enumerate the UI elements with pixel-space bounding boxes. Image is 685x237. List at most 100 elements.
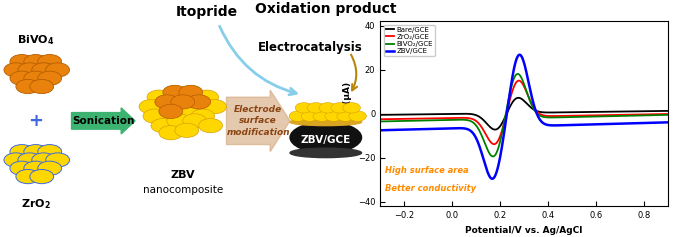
- Ellipse shape: [290, 148, 362, 158]
- Circle shape: [10, 55, 34, 69]
- Circle shape: [30, 169, 53, 184]
- Circle shape: [179, 85, 203, 100]
- Bare/GCE: [376, 114, 384, 116]
- Text: Sonication: Sonication: [72, 116, 134, 126]
- Circle shape: [18, 63, 42, 77]
- BiVO₂/GCE: [551, 116, 560, 119]
- Circle shape: [10, 145, 34, 159]
- Circle shape: [337, 111, 354, 121]
- Circle shape: [190, 109, 214, 123]
- Circle shape: [16, 79, 40, 94]
- Circle shape: [155, 95, 179, 109]
- Bare/GCE: [595, 110, 603, 113]
- ZBV/GCE: [560, 124, 569, 127]
- BiVO₂/GCE: [489, 155, 497, 158]
- ZrO₂/GCE: [394, 118, 402, 120]
- ZBV/GCE: [488, 177, 496, 180]
- Circle shape: [155, 95, 179, 109]
- Text: $\mathbf{BiVO_4}$: $\mathbf{BiVO_4}$: [17, 33, 55, 47]
- Circle shape: [32, 153, 55, 167]
- Circle shape: [313, 111, 331, 121]
- Bare/GCE: [491, 128, 499, 131]
- Text: nanocomposite: nanocomposite: [142, 185, 223, 195]
- Circle shape: [195, 90, 219, 104]
- ZrO₂/GCE: [490, 143, 498, 146]
- Ellipse shape: [290, 118, 362, 126]
- Bare/GCE: [544, 111, 552, 114]
- Circle shape: [171, 95, 195, 109]
- Circle shape: [187, 95, 210, 109]
- Bare/GCE: [551, 111, 560, 114]
- Circle shape: [159, 126, 183, 140]
- Circle shape: [295, 103, 312, 113]
- ZrO₂/GCE: [376, 118, 384, 121]
- Circle shape: [163, 85, 187, 100]
- ZBV/GCE: [394, 128, 402, 131]
- Bare/GCE: [560, 111, 569, 114]
- FancyArrow shape: [71, 108, 135, 134]
- Circle shape: [38, 71, 62, 85]
- ZrO₂/GCE: [560, 114, 569, 117]
- Circle shape: [24, 71, 48, 85]
- Line: Bare/GCE: Bare/GCE: [380, 98, 668, 130]
- FancyArrow shape: [227, 90, 290, 152]
- Circle shape: [175, 104, 199, 118]
- BiVO₂/GCE: [394, 120, 402, 123]
- Circle shape: [349, 111, 366, 121]
- Text: Electrocatalysis: Electrocatalysis: [258, 41, 362, 54]
- Circle shape: [151, 118, 175, 133]
- BiVO₂/GCE: [514, 73, 522, 75]
- Circle shape: [159, 104, 183, 118]
- Circle shape: [325, 111, 342, 121]
- Bare/GCE: [664, 109, 672, 112]
- BiVO₂/GCE: [544, 116, 552, 119]
- BiVO₂/GCE: [376, 120, 384, 123]
- Circle shape: [4, 153, 28, 167]
- Y-axis label: Current (μA): Current (μA): [343, 82, 352, 146]
- ZBV/GCE: [551, 124, 560, 127]
- ZrO₂/GCE: [664, 113, 672, 115]
- ZrO₂/GCE: [551, 115, 560, 118]
- Circle shape: [307, 103, 325, 113]
- Text: Oxidation product: Oxidation product: [255, 2, 397, 17]
- Circle shape: [10, 71, 34, 85]
- Circle shape: [147, 90, 171, 104]
- ZBV/GCE: [515, 53, 523, 56]
- Circle shape: [30, 79, 53, 94]
- Circle shape: [163, 85, 187, 100]
- Line: ZBV/GCE: ZBV/GCE: [380, 55, 668, 179]
- Text: Itopride: Itopride: [175, 5, 238, 19]
- Circle shape: [167, 114, 190, 128]
- Line: BiVO₂/GCE: BiVO₂/GCE: [380, 74, 668, 156]
- Text: ZBV/GCE: ZBV/GCE: [301, 135, 351, 145]
- Text: High surface area: High surface area: [385, 166, 469, 175]
- Circle shape: [46, 153, 69, 167]
- Text: Electrode
surface
modification: Electrode surface modification: [227, 105, 290, 137]
- Bare/GCE: [625, 110, 633, 113]
- Circle shape: [16, 169, 40, 184]
- ZrO₂/GCE: [625, 113, 633, 116]
- ZBV/GCE: [664, 121, 672, 124]
- Line: ZrO₂/GCE: ZrO₂/GCE: [380, 81, 668, 144]
- X-axis label: Potential/V vs. Ag/AgCl: Potential/V vs. Ag/AgCl: [465, 226, 583, 235]
- Circle shape: [18, 153, 42, 167]
- Circle shape: [179, 85, 203, 100]
- Circle shape: [343, 103, 360, 113]
- Circle shape: [289, 111, 307, 121]
- ZBV/GCE: [376, 129, 384, 132]
- BiVO₂/GCE: [595, 115, 603, 118]
- Circle shape: [38, 55, 62, 69]
- Circle shape: [4, 63, 28, 77]
- Circle shape: [32, 63, 55, 77]
- BiVO₂/GCE: [664, 114, 672, 116]
- Circle shape: [175, 123, 199, 137]
- Text: Better conductivity: Better conductivity: [385, 184, 476, 193]
- ZBV/GCE: [595, 123, 603, 126]
- Circle shape: [183, 114, 207, 128]
- Circle shape: [38, 161, 62, 175]
- Circle shape: [171, 95, 195, 109]
- Circle shape: [203, 100, 227, 114]
- Circle shape: [331, 103, 349, 113]
- Circle shape: [319, 103, 336, 113]
- Circle shape: [159, 104, 183, 118]
